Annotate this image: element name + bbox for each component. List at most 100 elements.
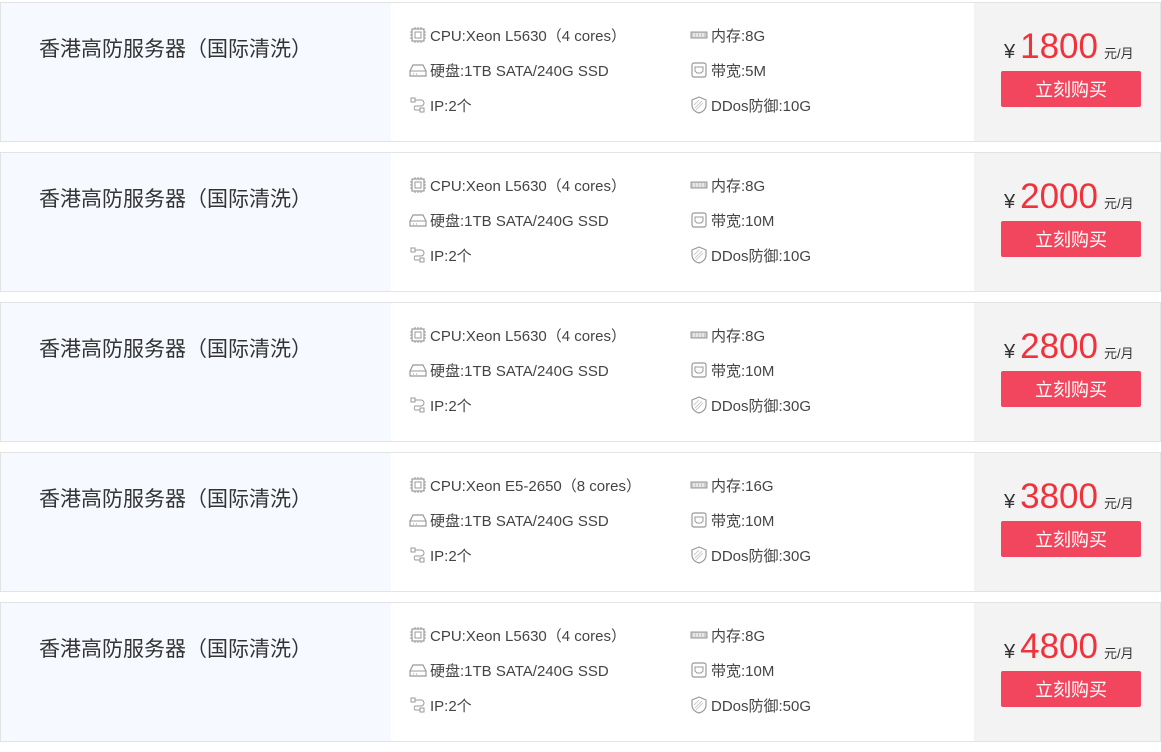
cpu-text: CPU:Xeon L5630（4 cores）: [430, 177, 626, 195]
network-icon: [410, 547, 425, 563]
spec-ddos: DDos防御:10G: [690, 95, 811, 115]
spec-memory: 内存:8G: [690, 625, 765, 645]
ip-text: IP:2个: [430, 97, 472, 115]
hard-disk-icon: [409, 664, 427, 677]
spec-disk: 硬盘:1TB SATA/240G SSD: [409, 510, 609, 530]
cpu-text: CPU:Xeon E5-2650（8 cores）: [430, 477, 641, 495]
spec-bandwidth: 带宽:10M: [690, 360, 774, 380]
memory-icon: [690, 181, 708, 189]
ip-text: IP:2个: [430, 397, 472, 415]
network-icon: [410, 697, 425, 713]
buy-now-button[interactable]: 立刻购买: [1001, 71, 1141, 107]
spec-bandwidth: 带宽:10M: [690, 210, 774, 230]
cpu-text: CPU:Xeon L5630（4 cores）: [430, 627, 626, 645]
price-amount: 3800: [1020, 477, 1098, 516]
product-row: 香港高防服务器（国际清洗） CPU:Xeon E5-2650（8 cores） …: [0, 452, 1161, 592]
price-amount: 4800: [1020, 627, 1098, 666]
bandwidth-text: 带宽:5M: [711, 62, 767, 80]
cpu-icon: [410, 477, 426, 493]
spec-ip: IP:2个: [409, 545, 472, 565]
ethernet-port-icon: [691, 362, 707, 378]
cpu-text: CPU:Xeon L5630（4 cores）: [430, 327, 626, 345]
ethernet-port-icon: [691, 62, 707, 78]
spec-ip: IP:2个: [409, 395, 472, 415]
network-icon: [410, 97, 425, 113]
disk-text: 硬盘:1TB SATA/240G SSD: [430, 662, 609, 680]
ddos-text: DDos防御:50G: [711, 697, 812, 715]
product-specs: CPU:Xeon L5630（4 cores） 硬盘:1TB SATA/240G…: [391, 303, 974, 441]
hard-disk-icon: [409, 364, 427, 377]
product-specs: CPU:Xeon L5630（4 cores） 硬盘:1TB SATA/240G…: [391, 603, 974, 741]
price-line: ¥ 4800 元/月: [1004, 627, 1134, 667]
memory-text: 内存:8G: [711, 27, 766, 45]
spec-disk: 硬盘:1TB SATA/240G SSD: [409, 210, 609, 230]
disk-text: 硬盘:1TB SATA/240G SSD: [430, 212, 609, 230]
spec-cpu: CPU:Xeon L5630（4 cores）: [409, 625, 626, 645]
cpu-icon: [410, 177, 426, 193]
buy-now-button[interactable]: 立刻购买: [1001, 221, 1141, 257]
shield-icon: [691, 246, 707, 264]
product-name: 香港高防服务器（国际清洗）: [1, 303, 391, 441]
currency-symbol: ¥: [1004, 41, 1016, 63]
spec-ip: IP:2个: [409, 695, 472, 715]
ip-text: IP:2个: [430, 697, 472, 715]
product-row: 香港高防服务器（国际清洗） CPU:Xeon L5630（4 cores） 硬盘…: [0, 152, 1161, 292]
shield-icon: [691, 396, 707, 414]
product-name: 香港高防服务器（国际清洗）: [1, 603, 391, 741]
spec-cpu: CPU:Xeon L5630（4 cores）: [409, 175, 626, 195]
disk-text: 硬盘:1TB SATA/240G SSD: [430, 62, 609, 80]
spec-ddos: DDos防御:30G: [690, 545, 811, 565]
price-unit: 元/月: [1104, 496, 1134, 511]
spec-disk: 硬盘:1TB SATA/240G SSD: [409, 660, 609, 680]
spec-ip: IP:2个: [409, 95, 472, 115]
ethernet-port-icon: [691, 212, 707, 228]
bandwidth-text: 带宽:10M: [711, 362, 775, 380]
memory-text: 内存:8G: [711, 327, 766, 345]
price-line: ¥ 2000 元/月: [1004, 177, 1134, 217]
shield-icon: [691, 546, 707, 564]
price-unit: 元/月: [1104, 646, 1134, 661]
product-specs: CPU:Xeon E5-2650（8 cores） 硬盘:1TB SATA/24…: [391, 453, 974, 591]
spec-ip: IP:2个: [409, 245, 472, 265]
spec-cpu: CPU:Xeon E5-2650（8 cores）: [409, 475, 641, 495]
price-line: ¥ 2800 元/月: [1004, 327, 1134, 367]
memory-icon: [690, 331, 708, 339]
memory-text: 内存:8G: [711, 177, 766, 195]
price-unit: 元/月: [1104, 196, 1134, 211]
spec-ddos: DDos防御:50G: [690, 695, 811, 715]
spec-ddos: DDos防御:30G: [690, 395, 811, 415]
price-panel: ¥ 3800 元/月 立刻购买: [974, 453, 1160, 591]
cpu-text: CPU:Xeon L5630（4 cores）: [430, 27, 626, 45]
buy-now-button[interactable]: 立刻购买: [1001, 521, 1141, 557]
spec-memory: 内存:8G: [690, 325, 765, 345]
currency-symbol: ¥: [1004, 641, 1016, 663]
spec-cpu: CPU:Xeon L5630（4 cores）: [409, 325, 626, 345]
hard-disk-icon: [409, 514, 427, 527]
spec-cpu: CPU:Xeon L5630（4 cores）: [409, 25, 626, 45]
ethernet-port-icon: [691, 662, 707, 678]
network-icon: [410, 397, 425, 413]
spec-disk: 硬盘:1TB SATA/240G SSD: [409, 360, 609, 380]
spec-ddos: DDos防御:10G: [690, 245, 811, 265]
ip-text: IP:2个: [430, 547, 472, 565]
buy-now-button[interactable]: 立刻购买: [1001, 671, 1141, 707]
ddos-text: DDos防御:10G: [711, 247, 812, 265]
bandwidth-text: 带宽:10M: [711, 512, 775, 530]
shield-icon: [691, 696, 707, 714]
price-amount: 1800: [1020, 27, 1098, 66]
ddos-text: DDos防御:30G: [711, 547, 812, 565]
cpu-icon: [410, 327, 426, 343]
buy-now-button[interactable]: 立刻购买: [1001, 371, 1141, 407]
currency-symbol: ¥: [1004, 191, 1016, 213]
product-name: 香港高防服务器（国际清洗）: [1, 3, 391, 141]
disk-text: 硬盘:1TB SATA/240G SSD: [430, 362, 609, 380]
memory-icon: [690, 631, 708, 639]
spec-disk: 硬盘:1TB SATA/240G SSD: [409, 60, 609, 80]
product-name: 香港高防服务器（国际清洗）: [1, 153, 391, 291]
spec-memory: 内存:8G: [690, 175, 765, 195]
hard-disk-icon: [409, 64, 427, 77]
ddos-text: DDos防御:30G: [711, 397, 812, 415]
cpu-icon: [410, 627, 426, 643]
currency-symbol: ¥: [1004, 491, 1016, 513]
